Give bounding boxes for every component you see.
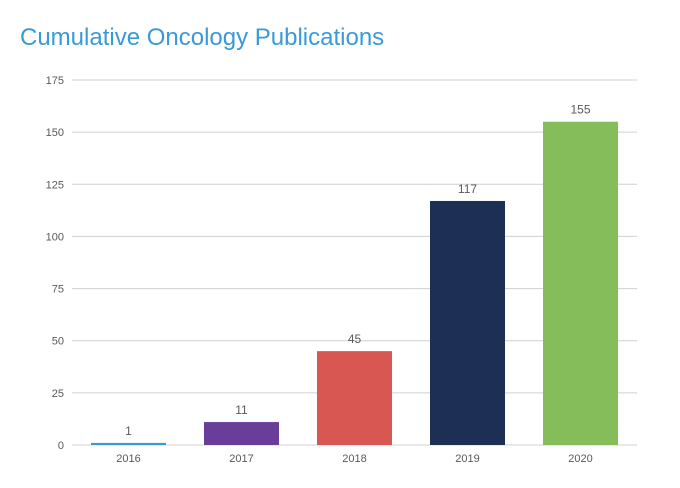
data-label-2020: 155 — [570, 103, 590, 117]
bar-2017 — [204, 422, 279, 445]
data-label-2016: 1 — [125, 424, 132, 438]
data-label-2019: 117 — [458, 182, 477, 196]
y-tick-label: 25 — [52, 388, 64, 400]
data-label-2017: 11 — [235, 403, 248, 417]
x-tick-label-2019: 2019 — [455, 453, 479, 465]
bars — [91, 121, 618, 445]
x-tick-label-2016: 2016 — [116, 453, 140, 465]
y-tick-label: 75 — [52, 284, 64, 296]
x-tick-label-2017: 2017 — [229, 453, 253, 465]
bar-2020 — [543, 121, 618, 445]
x-axis-tick-labels: 2016 2017 2018 2019 2020 — [116, 453, 592, 465]
y-tick-label: 0 — [58, 440, 64, 452]
y-tick-label: 150 — [46, 127, 64, 139]
bar-2016 — [91, 442, 166, 445]
x-tick-label-2020: 2020 — [568, 453, 592, 465]
y-tick-label: 50 — [52, 336, 64, 348]
y-tick-label: 125 — [46, 179, 64, 191]
x-tick-label-2018: 2018 — [342, 453, 366, 465]
bar-2019 — [430, 200, 505, 445]
y-tick-label: 100 — [46, 231, 64, 243]
chart-title: Cumulative Oncology Publications — [20, 24, 385, 51]
y-tick-label: 175 — [46, 75, 64, 87]
data-label-2018: 45 — [348, 332, 362, 346]
y-axis-tick-labels: 0 25 50 75 100 125 150 175 — [46, 75, 64, 452]
bar-2018 — [317, 351, 392, 445]
